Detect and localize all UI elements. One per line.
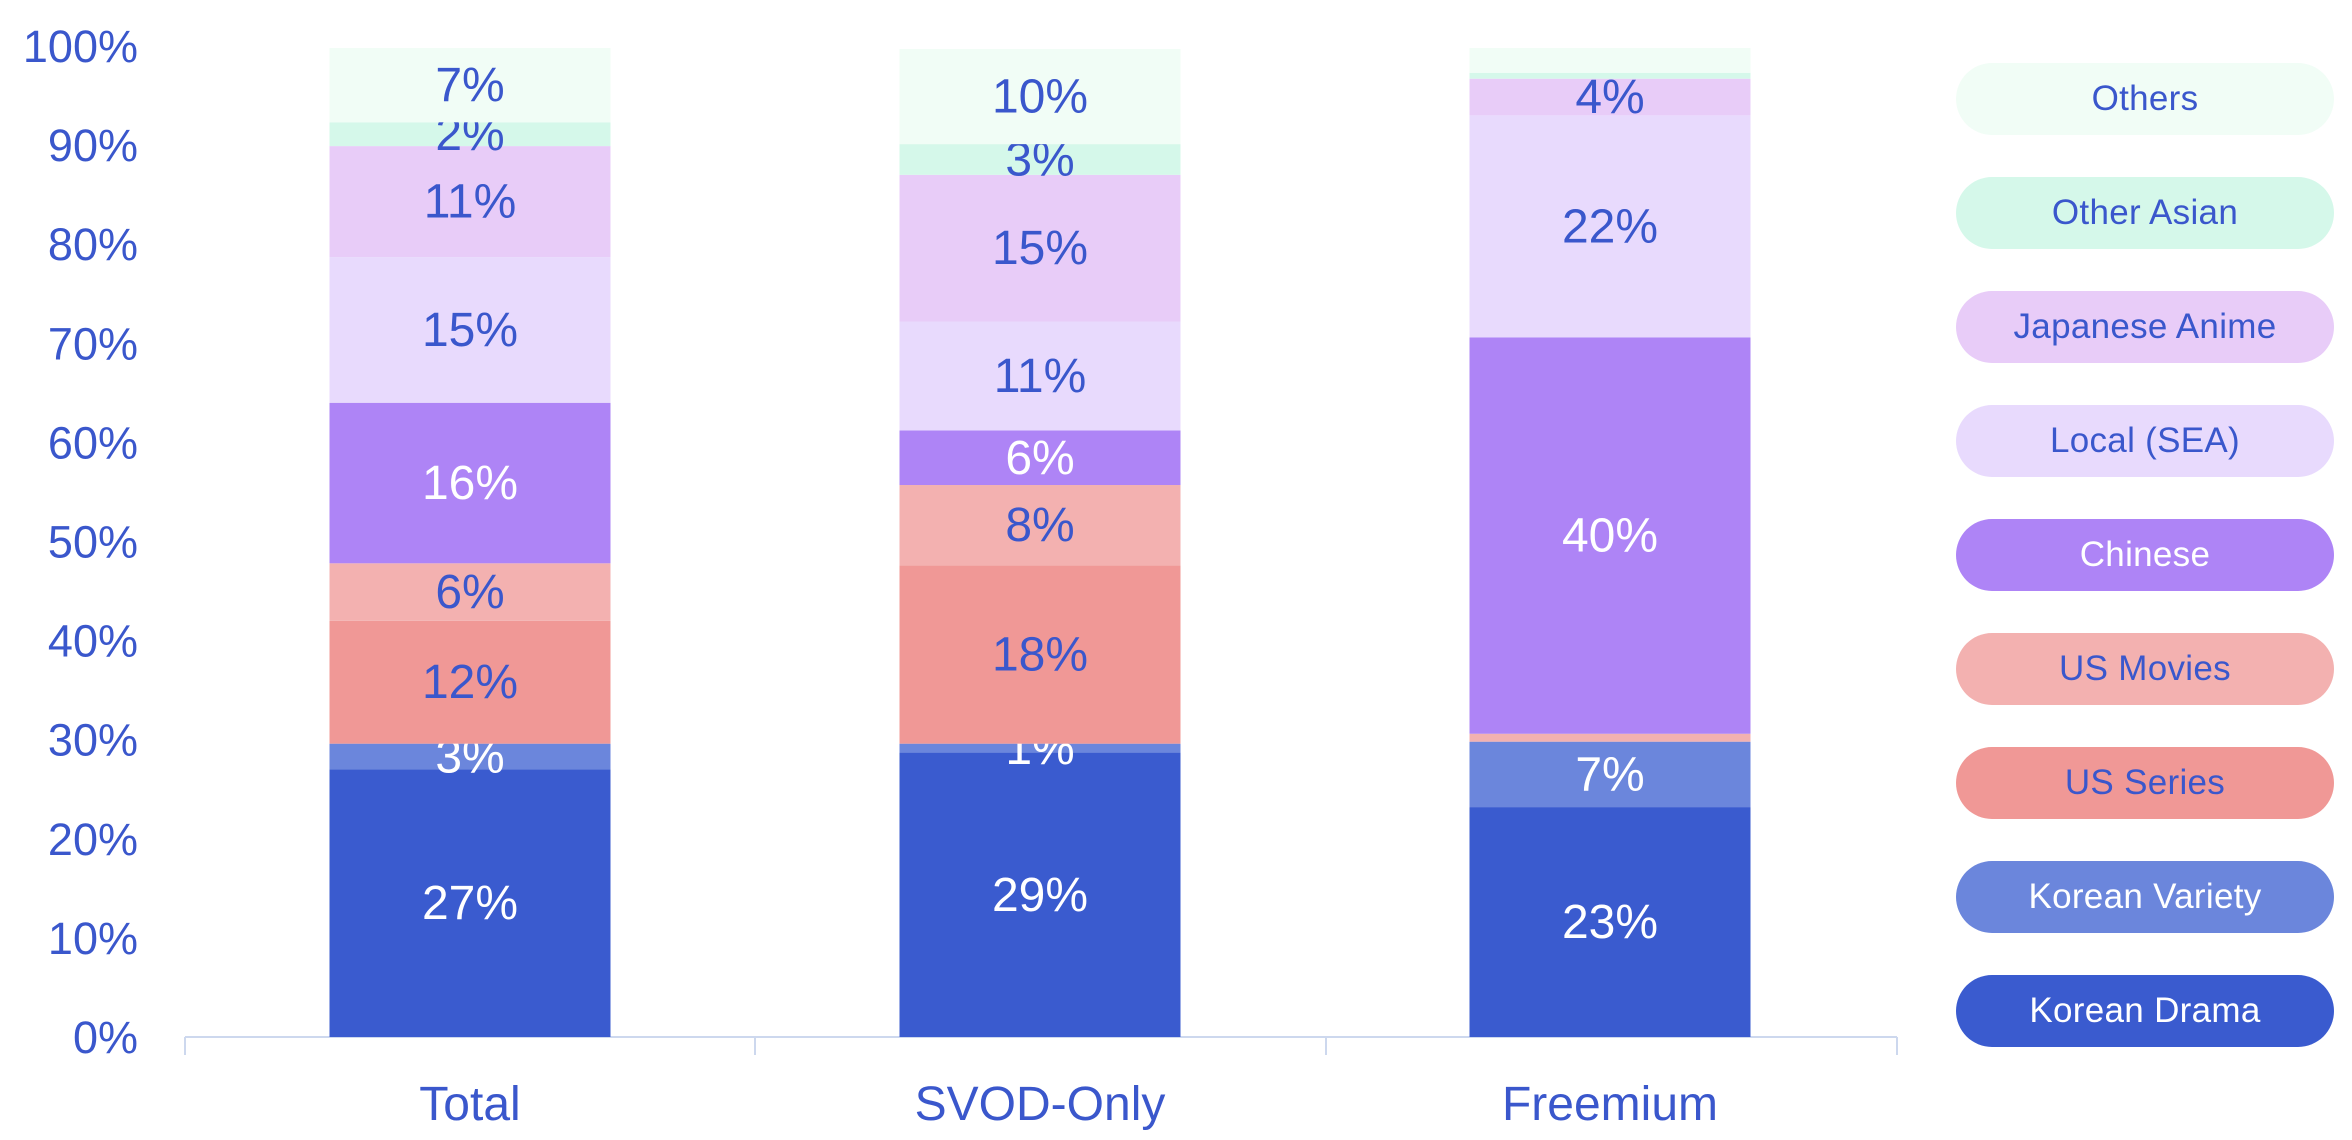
data-label: 11%: [424, 176, 517, 229]
data-label: 15%: [422, 304, 518, 357]
bar-segment-korean-variety: [329, 743, 611, 770]
data-label: 23%: [1562, 896, 1658, 949]
bar-segment-japanese-anime: [1469, 78, 1751, 116]
legend-item: US Series: [1956, 747, 2334, 819]
y-tick-label: 20%: [48, 814, 138, 865]
x-category-label: Total: [419, 1078, 520, 1131]
bar-segment-local-sea-: [329, 257, 611, 403]
data-label: 4%: [1575, 71, 1644, 124]
data-label: 40%: [1562, 510, 1658, 563]
data-label: 16%: [422, 457, 518, 510]
bar-segment-korean-drama: [329, 769, 611, 1037]
bar-segment-others: [1469, 47, 1751, 73]
data-label: 22%: [1562, 200, 1658, 253]
y-tick-label: 0%: [73, 1012, 138, 1063]
y-tick-label: 50%: [48, 517, 138, 568]
legend-item: US Movies: [1956, 633, 2334, 705]
x-category-label: SVOD-Only: [915, 1078, 1166, 1131]
data-label: 6%: [1005, 432, 1074, 485]
bar-segment-others: [329, 47, 611, 123]
bar-segment-japanese-anime: [329, 146, 611, 258]
stacked-bar-chart: 0%10%20%30%40%50%60%70%80%90%100%27%3%12…: [23, 21, 1898, 1131]
y-tick-label: 10%: [48, 913, 138, 964]
legend-item: Japanese Anime: [1956, 291, 2334, 363]
data-label: 8%: [1005, 499, 1074, 552]
bar-segment-korean-variety: [899, 743, 1181, 753]
legend: Others Other Asian Japanese Anime Local (SE…: [1956, 63, 2334, 1089]
bar-segment-us-movies: [1469, 733, 1751, 742]
legend-item: Korean Variety: [1956, 861, 2334, 933]
bar-segment-us-movies: [329, 563, 611, 621]
bar-segment-us-series: [329, 620, 611, 744]
data-label: 6%: [435, 566, 504, 619]
bar-segment-others: [899, 48, 1181, 145]
bar-segment-us-movies: [899, 485, 1181, 566]
bar-segment-korean-drama: [1469, 807, 1751, 1037]
data-label: 10%: [992, 71, 1088, 124]
bar-segment-chinese: [1469, 337, 1751, 734]
x-category-label: Freemium: [1502, 1078, 1718, 1131]
legend-item: Korean Drama: [1956, 975, 2334, 1047]
y-tick-label: 70%: [48, 318, 138, 369]
bar-segment-other-asian: [1469, 72, 1751, 79]
bar-segment-chinese: [329, 402, 611, 564]
bar-segment-other-asian: [329, 122, 611, 147]
legend-item: Other Asian: [1956, 177, 2334, 249]
bar-segment-japanese-anime: [899, 174, 1181, 322]
data-label: 27%: [422, 877, 518, 930]
y-tick-label: 100%: [23, 21, 138, 72]
bar-segment-local-sea-: [899, 321, 1181, 431]
data-label: 12%: [422, 656, 518, 709]
data-label: 29%: [992, 869, 1088, 922]
bar-segment-korean-drama: [899, 752, 1181, 1037]
y-tick-label: 30%: [48, 715, 138, 766]
bar-segment-korean-variety: [1469, 741, 1751, 808]
y-tick-label: 80%: [48, 219, 138, 270]
legend-item: Chinese: [1956, 519, 2334, 591]
legend-item: Others: [1956, 63, 2334, 135]
bar-segment-us-series: [899, 565, 1181, 744]
legend-item: Local (SEA): [1956, 405, 2334, 477]
bar-segment-chinese: [899, 430, 1181, 486]
bar-segment-local-sea-: [1469, 115, 1751, 338]
data-label: 15%: [992, 222, 1088, 275]
y-tick-label: 40%: [48, 616, 138, 667]
data-label: 11%: [994, 350, 1087, 403]
bar-segment-other-asian: [899, 144, 1181, 175]
data-label: 7%: [1575, 748, 1644, 801]
data-label: 18%: [992, 628, 1088, 681]
y-tick-label: 90%: [48, 120, 138, 171]
data-label: 7%: [435, 59, 504, 112]
y-tick-label: 60%: [48, 417, 138, 468]
